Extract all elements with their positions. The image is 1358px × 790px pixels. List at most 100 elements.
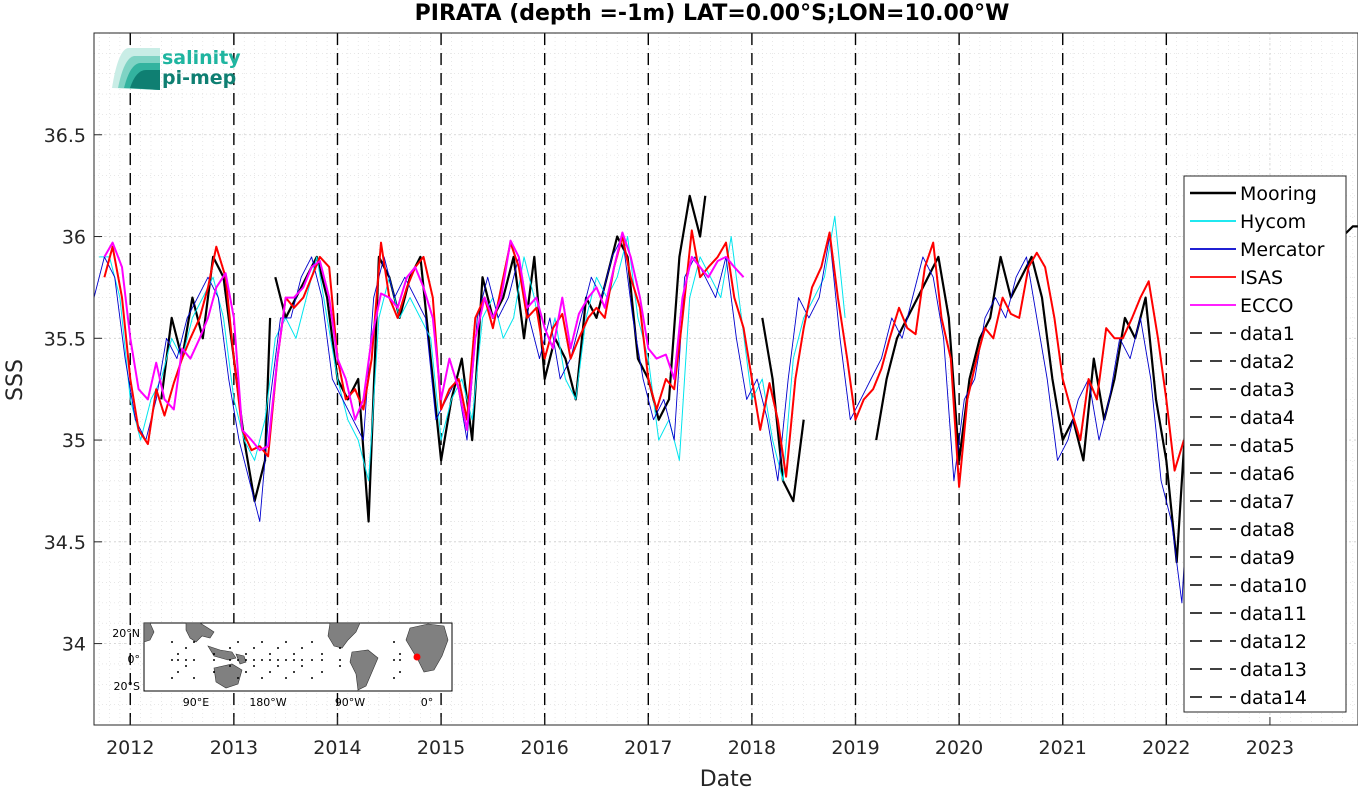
inset-buoy-dot [301,659,303,661]
inset-buoy-stations [171,641,401,679]
legend-item: ISAS [1190,267,1283,289]
legend-label: data5 [1240,435,1295,457]
salinity-pi-mep-logo: salinity pi-mep [112,47,241,90]
legend-item: data5 [1190,435,1295,457]
x-tick-label: 2014 [313,737,361,759]
inset-buoy-dot [321,671,323,673]
inset-lon-180w: 180°W [249,696,286,709]
legend-label: ECCO [1240,295,1294,317]
legend-label: Hycom [1240,211,1306,233]
x-tick-label: 2013 [210,737,258,759]
x-tick-label: 2019 [831,737,879,759]
inset-buoy-dot [269,671,271,673]
inset-buoy-dot [399,671,401,673]
inset-buoy-dot [185,659,187,661]
y-tick-label: 36.5 [44,125,86,147]
x-tick-label: 2015 [417,737,465,759]
x-axis-label: Date [700,767,753,790]
inset-lat-0: 0° [128,653,141,666]
inset-buoy-dot [245,671,247,673]
inset-buoy-dot [293,671,295,673]
legend-label: data10 [1240,575,1307,597]
legend-item: data2 [1190,351,1295,373]
inset-buoy-dot [277,647,279,649]
x-axis-ticks: 2012 2013 2014 2015 2016 2017 2018 2019 2020 2021… [106,717,1294,759]
inset-buoy-dot [261,641,263,643]
inset-buoy-dot [339,647,341,649]
inset-buoy-dot [245,659,247,661]
inset-buoy-dot [285,641,287,643]
inset-buoy-dot [301,647,303,649]
inset-buoy-dot [277,665,279,667]
x-tick-label: 2016 [521,737,569,759]
inset-labels: 20°N 0° 20°S 90°E 180°W 90°W 0° [112,627,433,709]
legend-label: data7 [1240,491,1295,513]
y-tick-label: 34 [62,634,86,656]
inset-buoy-dot [237,677,239,679]
legend-label: data1 [1240,323,1295,345]
series-line-ecco [103,231,745,452]
y-tick-label: 36 [62,227,86,249]
legend-item: data10 [1190,575,1307,597]
inset-buoy-dot [237,641,239,643]
inset-buoy-dot [261,677,263,679]
legend-item: data4 [1190,407,1295,429]
x-tick-label: 2017 [624,737,672,759]
inset-buoy-dot [399,653,401,655]
x-tick-label: 2018 [728,737,776,759]
inset-lon-90e: 90°E [183,696,209,709]
series-lines [93,194,1358,604]
legend-item: data7 [1190,491,1295,513]
legend-item: data13 [1190,659,1307,681]
x-tick-label: 2021 [1039,737,1087,759]
inset-buoy-dot [277,659,279,661]
y-axis-ticks: 34 34.5 35 35.5 36 36.5 [44,125,102,656]
inset-buoy-dot [393,677,395,679]
inset-buoy-dot [269,659,271,661]
legend-item: Mercator [1190,239,1325,261]
legend-item: ECCO [1190,295,1294,317]
inset-buoy-dot [185,665,187,667]
y-tick-label: 35.5 [44,328,86,350]
x-tick-label: 2022 [1142,737,1190,759]
inset-buoy-dot [171,659,173,661]
legend-label: data6 [1240,463,1295,485]
legend-label: data2 [1240,351,1295,373]
inset-buoy-dot [237,659,239,661]
inset-map: 20°N 0° 20°S 90°E 180°W 90°W 0° [112,622,453,709]
inset-buoy-dot [193,659,195,661]
inset-buoy-dot [171,677,173,679]
inset-lat-20n: 20°N [112,627,140,640]
inset-buoy-dot [185,647,187,649]
inset-buoy-dot [213,659,215,661]
inset-buoy-dot [229,659,231,661]
legend-item: data1 [1190,323,1295,345]
legend-item: data9 [1190,547,1295,569]
logo-wave-icon [112,48,160,90]
inset-buoy-dot [171,641,173,643]
inset-buoy-dot [293,653,295,655]
legend-label: data11 [1240,603,1307,625]
inset-buoy-dot [301,665,303,667]
chart-title: PIRATA (depth =-1m) LAT=0.00°S;LON=10.00… [415,1,1010,26]
legend: Mooring Hycom Mercator ISAS ECCO data1 data2 da… [1183,175,1347,713]
legend-label: data12 [1240,631,1307,653]
inset-buoy-dot [393,659,395,661]
inset-buoy-dot [229,647,231,649]
inset-buoy-dot [261,659,263,661]
inset-buoy-dot [193,677,195,679]
inset-buoy-dot [245,653,247,655]
legend-item: Hycom [1190,211,1306,233]
legend-item: data14 [1190,687,1307,709]
inset-buoy-dot [285,659,287,661]
legend-label: Mooring [1240,183,1317,205]
x-tick-label: 2012 [106,737,154,759]
inset-buoy-dot [213,653,215,655]
y-tick-label: 35 [62,430,86,452]
legend-label: data9 [1240,547,1295,569]
inset-lon-90w: 90°W [335,696,365,709]
inset-landmasses [143,622,449,691]
y-axis-label: SSS [3,359,28,401]
plot-frame [93,32,1358,726]
